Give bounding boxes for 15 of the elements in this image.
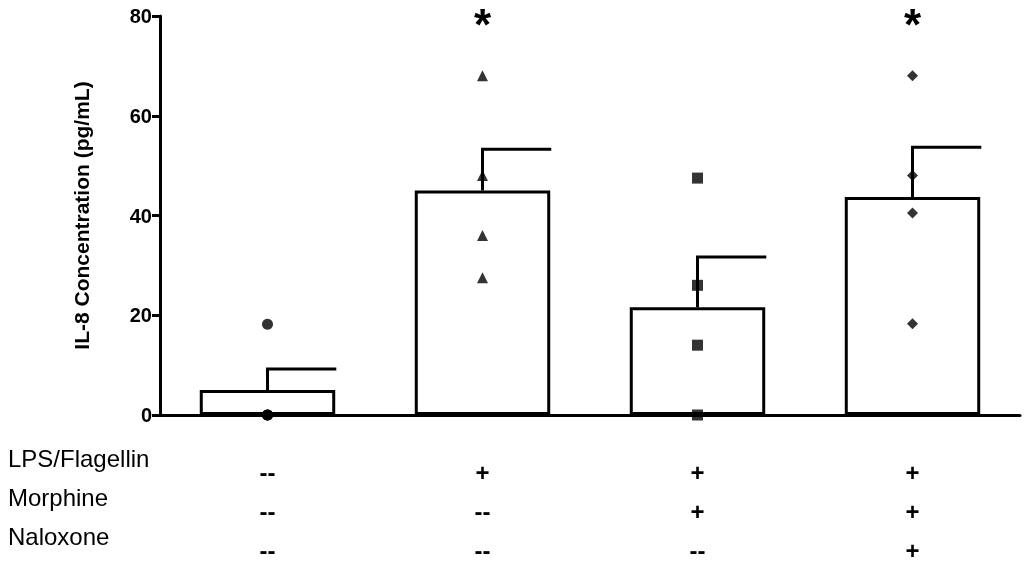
x-tick-label: + + --: [689, 459, 706, 564]
y-tick-label: 60: [129, 104, 152, 127]
x-tick-label: + -- --: [474, 459, 491, 564]
x-tick-label: -- -- --: [259, 459, 276, 564]
text: LPS/Flagellin: [8, 444, 150, 472]
text: Morphine: [8, 483, 109, 511]
y-axis-title: IL-8 Concentration (pg/mL): [70, 81, 93, 350]
x-tick-label: + + +: [905, 459, 920, 564]
y-tick-label: 20: [129, 304, 152, 327]
y-tick-label: 40: [129, 204, 152, 227]
annotation: *: [473, 0, 492, 49]
y-tick-label: 80: [129, 5, 152, 27]
y-tick-label: 0: [140, 404, 152, 426]
annotation: *: [903, 0, 922, 49]
text: Naloxone: [8, 522, 110, 550]
